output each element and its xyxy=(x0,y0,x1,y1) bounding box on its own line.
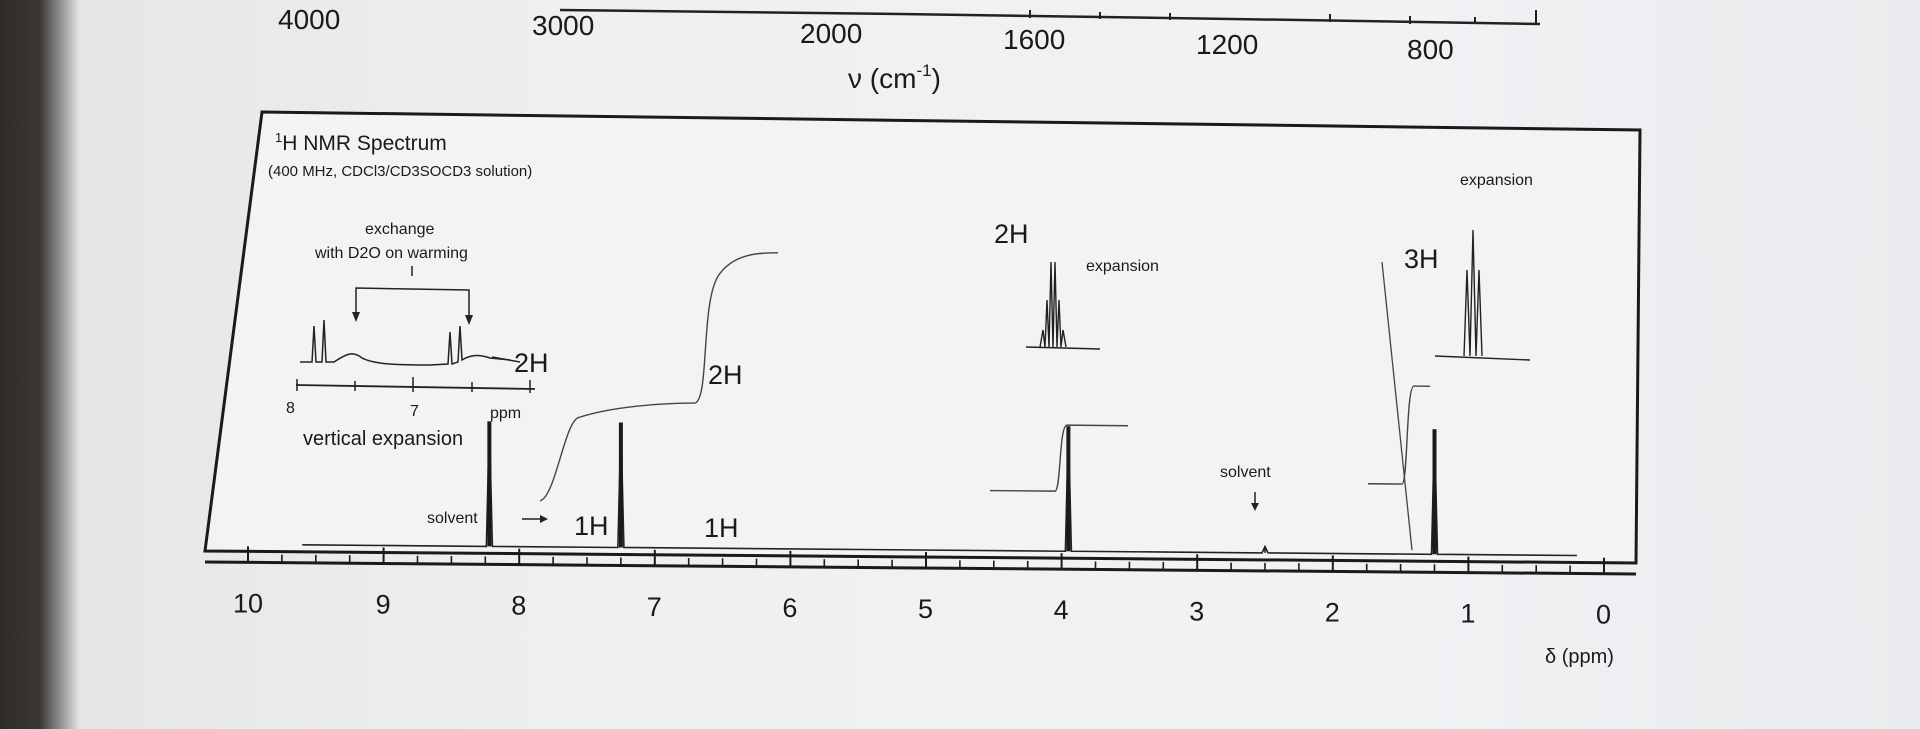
nmr-title: 1H NMR Spectrum xyxy=(275,130,447,155)
inset-note-line1: exchange xyxy=(365,221,434,238)
x-tick-label: 9 xyxy=(376,589,391,619)
x-axis-label: δ (ppm) xyxy=(1545,646,1614,668)
exchange-inset: exchange with D2O on warming 2H 8 7 ppm … xyxy=(286,221,549,450)
x-tick-label: 10 xyxy=(233,588,263,618)
integral-step-2h xyxy=(989,424,1129,492)
expansion-label-2: expansion xyxy=(1460,172,1533,189)
x-tick-label: 8 xyxy=(511,591,526,621)
ir-tick-1600: 1600 xyxy=(1003,24,1065,55)
annotations: solvent solvent 1H 1H 2H 2H 3H expansion… xyxy=(427,172,1533,543)
inset-trace xyxy=(300,319,511,366)
ir-axis: 4000 3000 2000 1600 1200 800 ν (cm-1) xyxy=(278,4,1541,94)
nmr-subtitle: (400 MHz, CDCl3/CD3SOCD3 solution) xyxy=(268,163,532,180)
integral-curve-aromatic xyxy=(539,252,779,502)
solvent-label-right: solvent xyxy=(1220,464,1271,481)
inset-integration: 2H xyxy=(514,348,549,378)
integration-label-1: 1H xyxy=(574,511,609,541)
integration-label-4: 2H xyxy=(994,219,1029,249)
ir-tick-3000: 3000 xyxy=(532,10,594,41)
ir-tick-4000: 4000 xyxy=(278,4,340,35)
expansion-quartet xyxy=(1025,261,1101,350)
x-tick-label: 0 xyxy=(1596,600,1611,630)
inset-unit: ppm xyxy=(490,405,521,422)
x-tick-label: 5 xyxy=(918,594,933,624)
ir-axis-label: ν (cm-1) xyxy=(848,61,941,94)
integration-label-5: 3H xyxy=(1404,244,1439,274)
expansion-triplet xyxy=(1434,229,1531,361)
solvent-label-left: solvent xyxy=(427,510,478,527)
nmr-spectrum xyxy=(302,252,1577,557)
ir-tick-2000: 2000 xyxy=(800,18,862,49)
integration-label-3: 2H xyxy=(708,360,743,390)
integral-step-3h xyxy=(1367,385,1431,485)
nmr-frame xyxy=(203,110,1642,565)
x-tick-label: 6 xyxy=(782,593,797,623)
ir-tick-1200: 1200 xyxy=(1196,29,1258,60)
integral-riser-3h xyxy=(1381,261,1413,551)
x-tick-label: 3 xyxy=(1189,596,1204,626)
inset-tick-7: 7 xyxy=(410,403,419,420)
x-axis: 10 9 8 7 6 5 4 3 2 1 0 δ (ppm) xyxy=(204,546,1637,668)
inset-tick-8: 8 xyxy=(286,400,295,417)
integration-label-2: 1H xyxy=(704,513,739,543)
inset-note-line2: with D2O on warming xyxy=(314,245,468,262)
inset-caption: vertical expansion xyxy=(303,428,463,450)
x-tick-label: 2 xyxy=(1325,597,1340,627)
x-tick-label: 4 xyxy=(1054,595,1069,625)
expansion-label-1: expansion xyxy=(1086,258,1159,275)
x-tick-label: 1 xyxy=(1460,599,1475,629)
x-tick-label: 7 xyxy=(647,592,662,622)
ir-tick-800: 800 xyxy=(1407,34,1454,65)
